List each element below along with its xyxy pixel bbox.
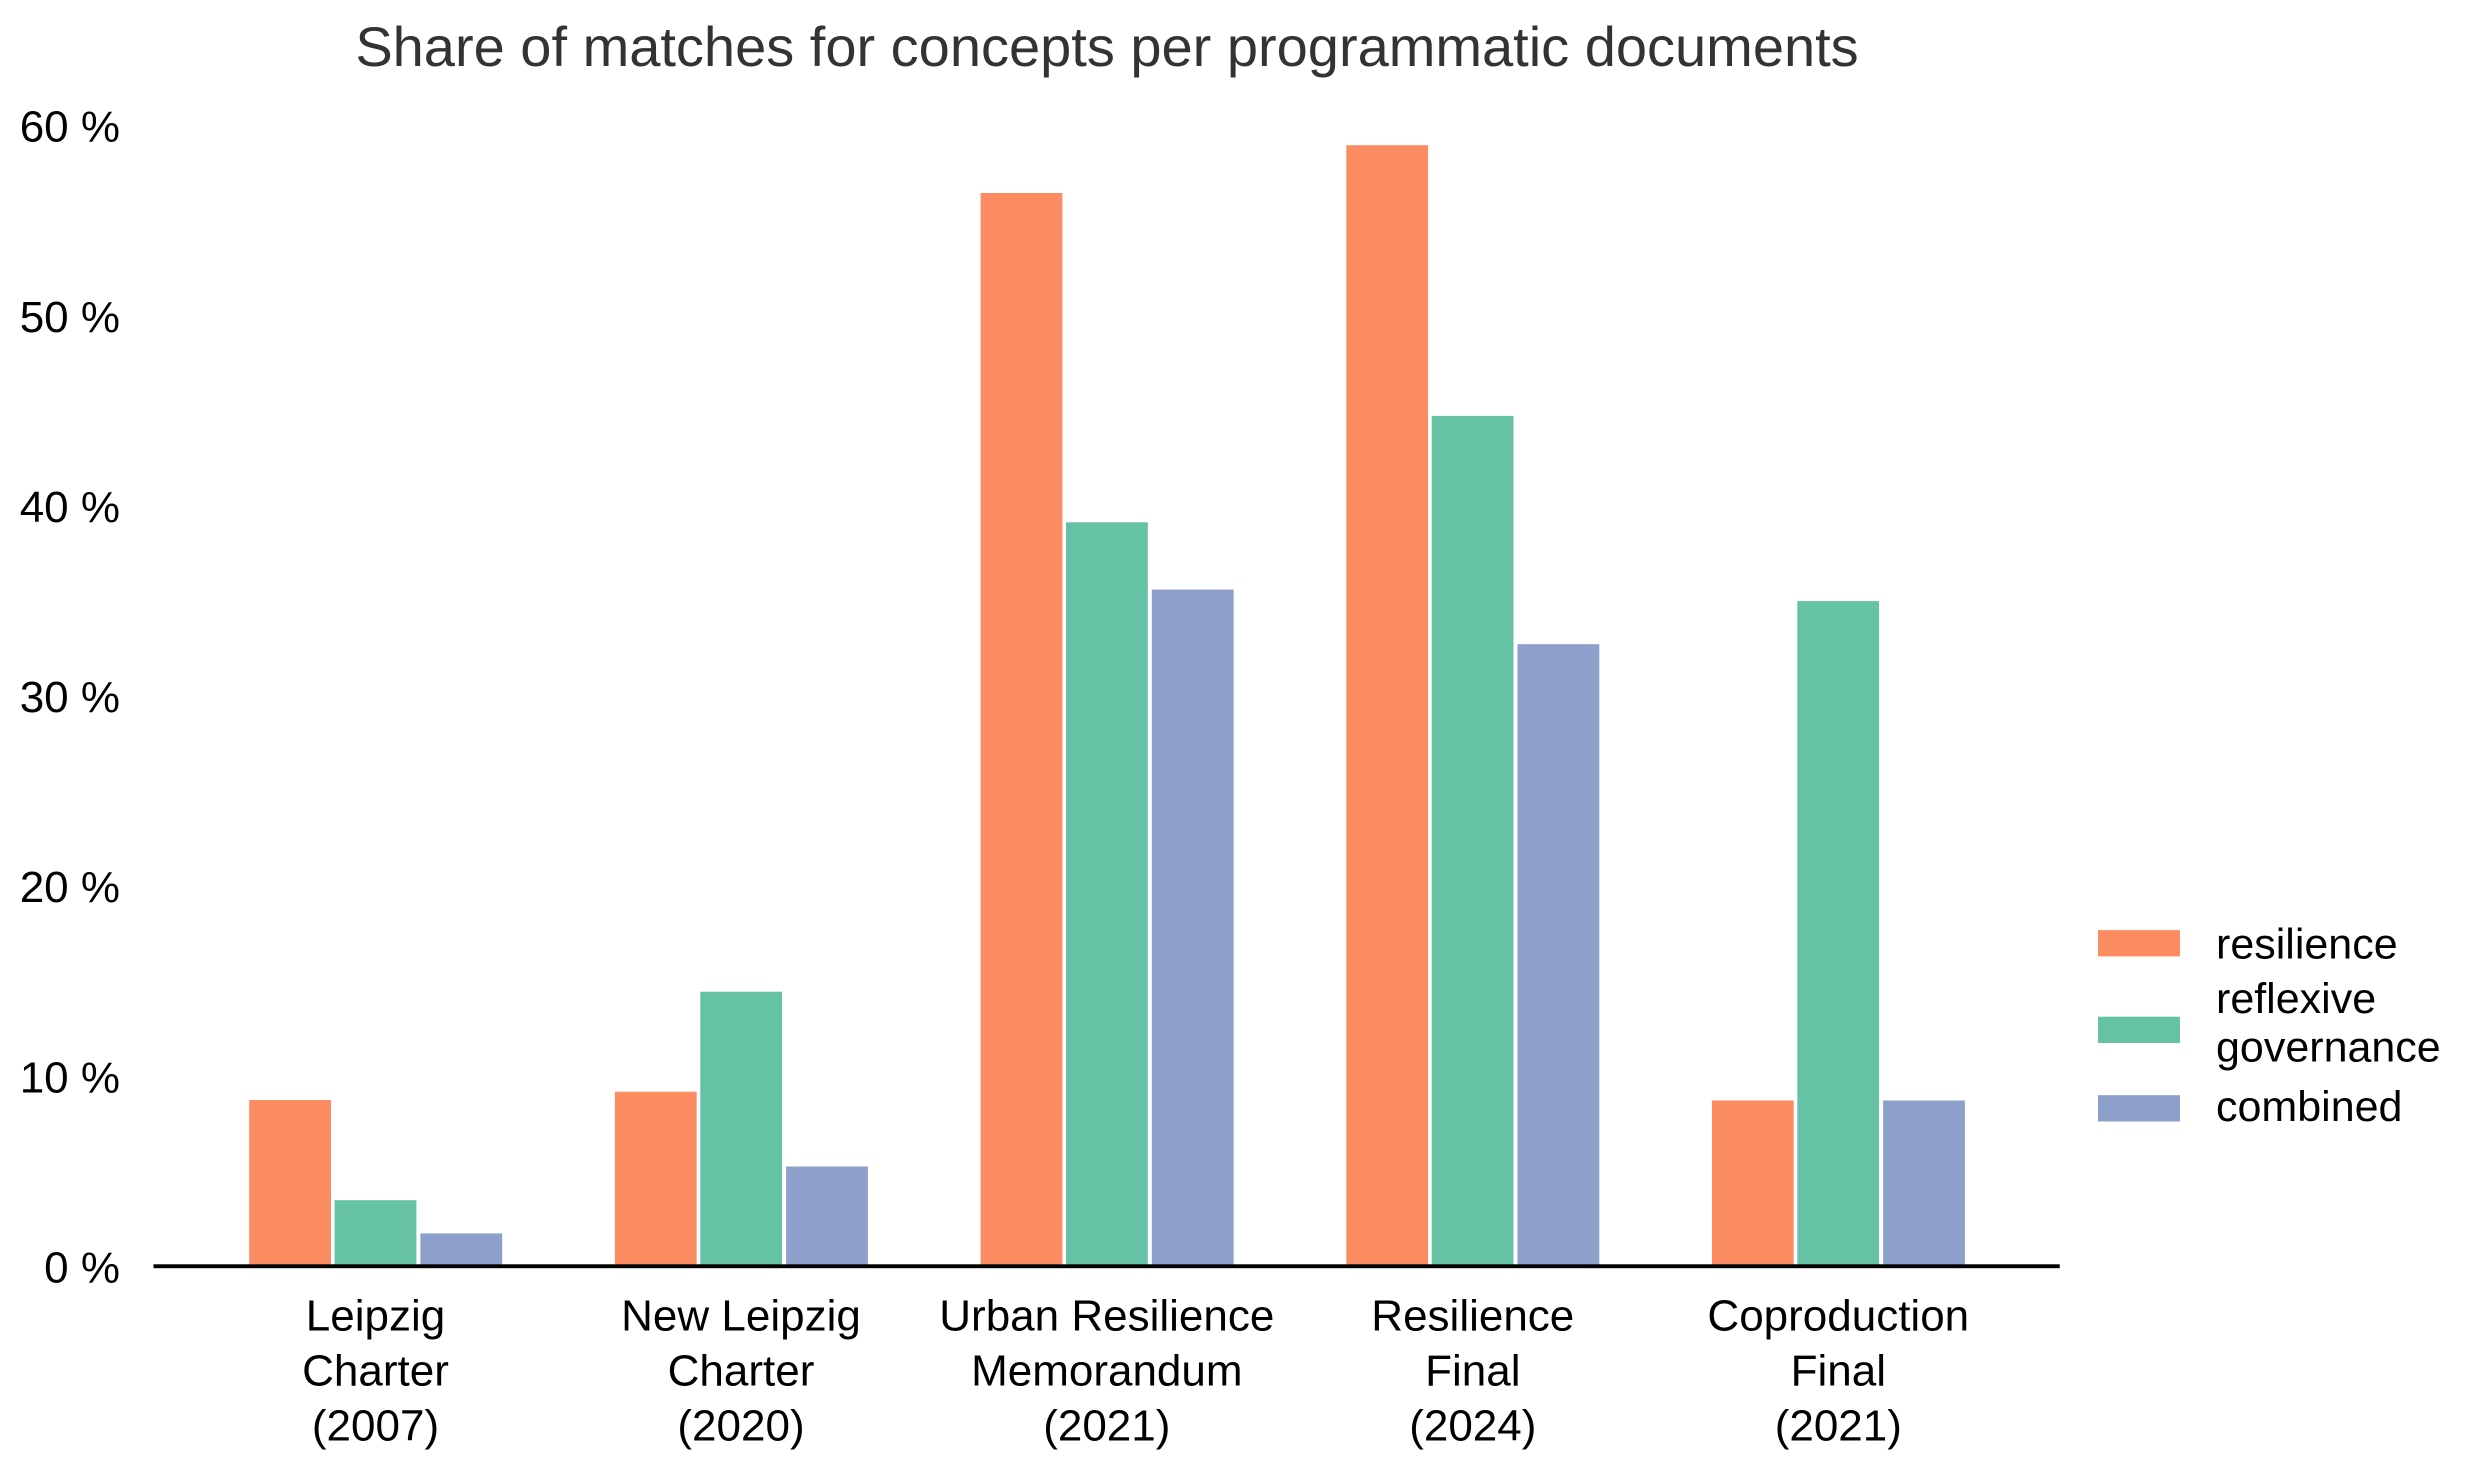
svg-text:10 %: 10 % [20, 1053, 120, 1102]
svg-text:Share of matches for concepts: Share of matches for concepts per progra… [355, 15, 1858, 78]
svg-text:resilience: resilience [2216, 920, 2398, 968]
svg-text:combined: combined [2216, 1083, 2402, 1131]
svg-text:Final: Final [1791, 1347, 1886, 1396]
svg-text:(2021): (2021) [1043, 1402, 1170, 1451]
svg-text:(2007): (2007) [312, 1402, 439, 1451]
svg-text:Final: Final [1425, 1347, 1520, 1396]
svg-text:New Leipzig: New Leipzig [621, 1292, 861, 1341]
svg-text:reflexive: reflexive [2216, 975, 2376, 1023]
svg-text:Resilience: Resilience [1371, 1292, 1574, 1341]
svg-text:20 %: 20 % [20, 863, 120, 912]
svg-text:30 %: 30 % [20, 673, 120, 722]
svg-text:40 %: 40 % [20, 483, 120, 532]
svg-text:(2024): (2024) [1409, 1402, 1536, 1451]
svg-text:0 %: 0 % [44, 1243, 120, 1292]
svg-text:Memorandum: Memorandum [971, 1347, 1242, 1396]
svg-text:Charter: Charter [668, 1347, 815, 1396]
svg-text:50 %: 50 % [20, 293, 120, 342]
svg-text:Leipzig: Leipzig [306, 1292, 445, 1341]
svg-text:60 %: 60 % [20, 103, 120, 152]
svg-text:Coproduction: Coproduction [1707, 1292, 1969, 1341]
svg-text:(2020): (2020) [677, 1402, 804, 1451]
svg-text:(2021): (2021) [1775, 1402, 1902, 1451]
svg-text:Charter: Charter [302, 1347, 449, 1396]
svg-text:Urban Resilience: Urban Resilience [939, 1292, 1274, 1341]
svg-text:governance: governance [2216, 1024, 2441, 1072]
